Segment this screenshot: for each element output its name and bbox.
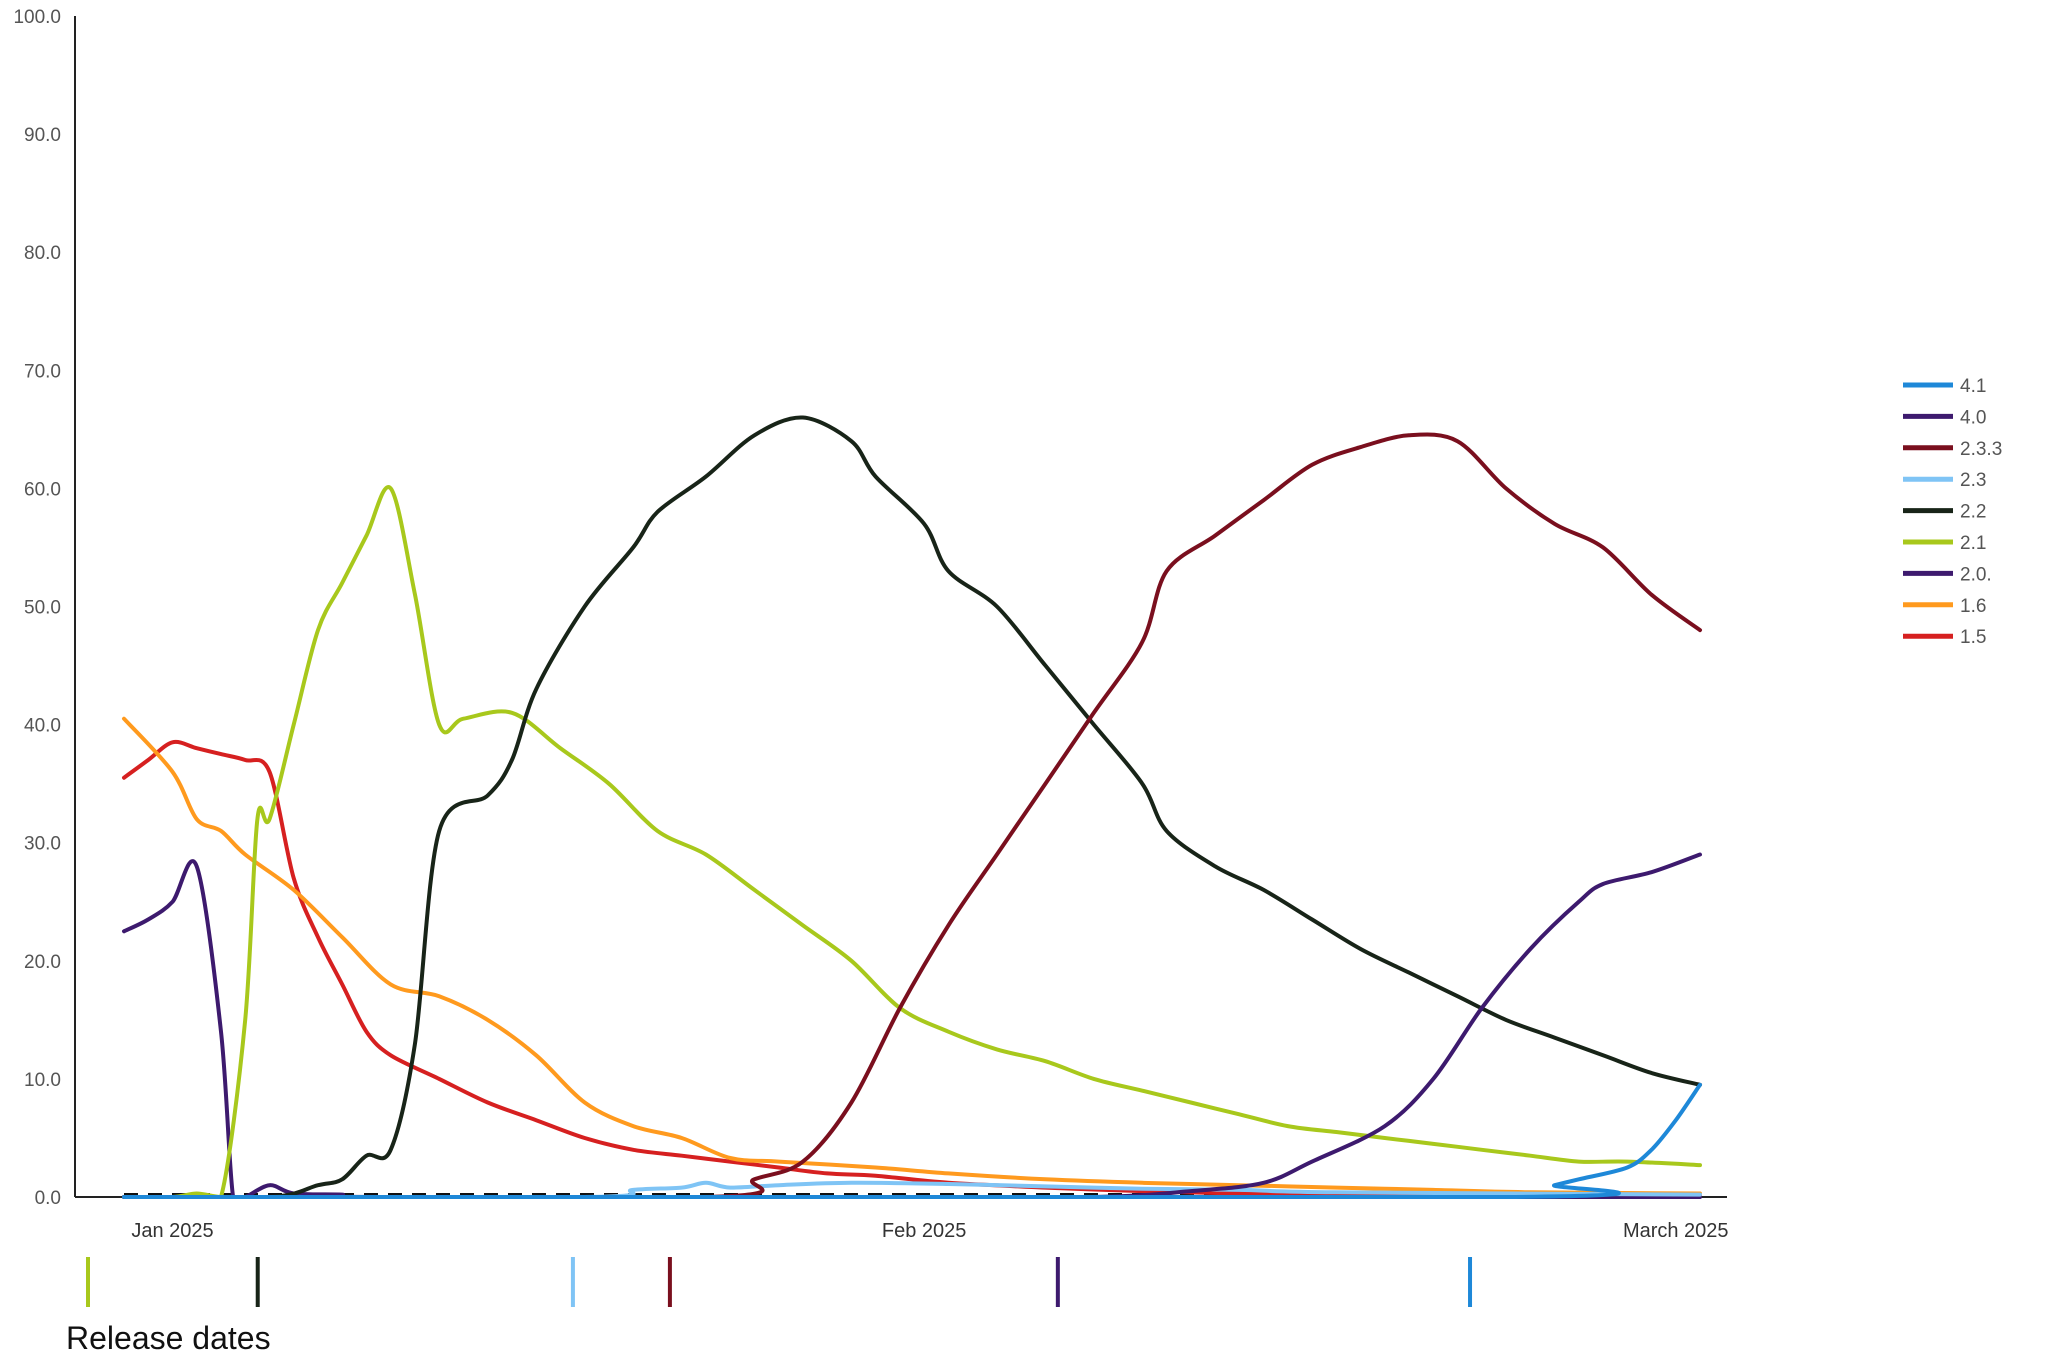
legend-label: 1.5	[1960, 627, 1986, 648]
series-line-1-6	[122, 716, 1702, 1196]
series-lines	[122, 415, 1702, 1200]
y-axis: 0.0 10.0 20.0 30.0 40.0 50.0 60.0 70.0 80.0 90.0 1…	[13, 7, 76, 1209]
legend-label: 2.0.	[1960, 564, 1992, 585]
series-line-2-3-3	[122, 432, 1702, 1200]
x-axis: Jan 2025 Feb 2025 March 2025	[75, 1196, 1729, 1242]
y-tick-label: 80.0	[24, 243, 61, 264]
series-line-2-1	[122, 485, 1702, 1199]
legend-label: 2.3.3	[1960, 439, 2002, 460]
legend: 4.1 4.0 2.3.3 2.3 2.2 2.1 2.0. 1.6 1.5	[1903, 376, 2002, 648]
y-tick-label: 20.0	[24, 952, 61, 973]
x-tick-label: Feb 2025	[882, 1220, 967, 1242]
y-tick-label: 100.0	[13, 7, 61, 28]
y-tick-label: 70.0	[24, 361, 61, 382]
legend-label: 2.1	[1960, 533, 1986, 554]
release-dates: Release dates	[66, 1257, 1473, 1356]
y-tick-label: 0.0	[35, 1188, 61, 1209]
x-tick-label: March 2025	[1623, 1220, 1729, 1242]
y-tick-label: 60.0	[24, 479, 61, 500]
legend-label: 2.3	[1960, 470, 1986, 491]
x-tick-label: Jan 2025	[131, 1220, 213, 1242]
y-tick-label: 50.0	[24, 598, 61, 619]
y-tick-label: 10.0	[24, 1070, 61, 1091]
legend-label: 4.0	[1960, 407, 1986, 428]
release-dates-label: Release dates	[66, 1320, 271, 1356]
y-tick-label: 30.0	[24, 834, 61, 855]
legend-label: 1.6	[1960, 596, 1986, 617]
y-tick-label: 40.0	[24, 716, 61, 737]
y-tick-label: 90.0	[24, 125, 61, 146]
legend-label: 4.1	[1960, 376, 1986, 397]
series-line-4-1	[122, 1082, 1702, 1200]
series-line-1-5	[122, 739, 1702, 1198]
legend-label: 2.2	[1960, 502, 1986, 523]
series-line-2-2	[122, 415, 1702, 1200]
